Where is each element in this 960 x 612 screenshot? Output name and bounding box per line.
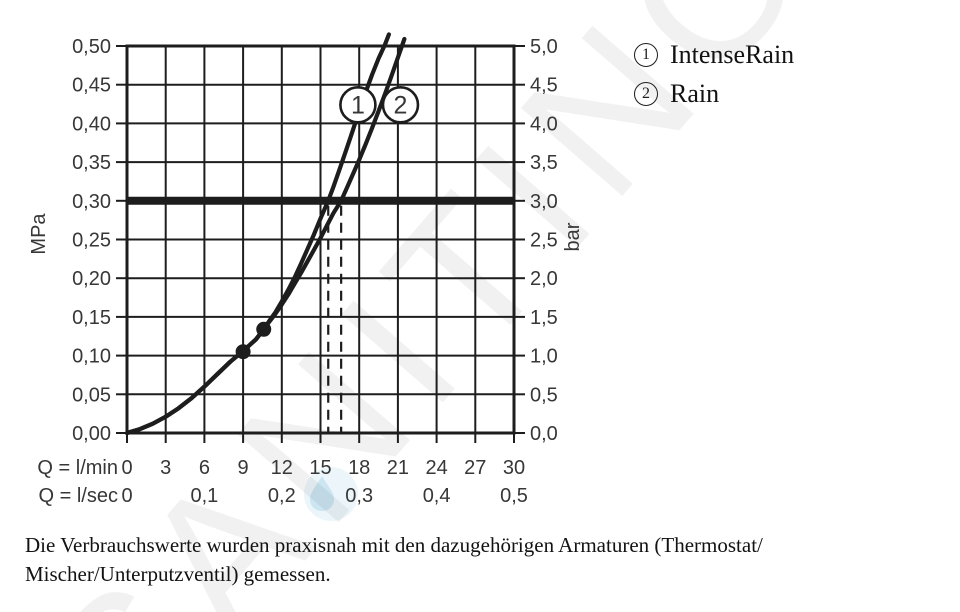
y-right-tick-label: 0,0 <box>530 423 558 445</box>
measured-point-dot <box>235 344 251 360</box>
y-right-axis-title: bar <box>562 222 584 251</box>
legend-label-rain: Rain <box>670 79 720 108</box>
x-tick-label-lmin: 30 <box>503 457 525 479</box>
x-axis-unit-lsec: Q = l/sec <box>39 485 118 507</box>
x-tick-label-lmin: 12 <box>271 457 293 479</box>
x-tick-label-lmin: 27 <box>464 457 486 479</box>
y-left-tick-label: 0,35 <box>72 152 111 174</box>
y-left-tick-label: 0,45 <box>72 75 111 97</box>
y-left-tick-label: 0,20 <box>72 268 111 290</box>
y-left-tick-label: 0,05 <box>72 384 111 406</box>
legend-label-intenserain: IntenseRain <box>670 40 795 69</box>
legend-item-rain: 2 Rain <box>634 81 794 107</box>
y-left-tick-label: 0,15 <box>72 307 111 329</box>
x-tick-label-lmin: 21 <box>387 457 409 479</box>
curve-rain <box>124 36 407 436</box>
legend-marker-2-icon: 2 <box>634 82 658 106</box>
x-tick-label-lsec: 0,4 <box>423 485 451 507</box>
y-right-tick-label: 4,5 <box>530 75 558 97</box>
y-left-tick-label: 0,50 <box>72 36 111 58</box>
x-tick-label-lmin: 18 <box>348 457 370 479</box>
y-right-tick-label: 0,5 <box>530 384 558 406</box>
x-tick-label-lmin: 24 <box>425 457 447 479</box>
x-tick-label-lmin: 0 <box>121 457 132 479</box>
y-right-tick-label: 1,5 <box>530 307 558 329</box>
y-right-tick-label: 2,0 <box>530 268 558 290</box>
caption-line-2: Mischer/Unterputzventil) gemessen. <box>25 562 331 586</box>
x-tick-label-lmin: 6 <box>199 457 210 479</box>
y-right-tick-label: 2,5 <box>530 230 558 252</box>
caption-line-1: Die Verbrauchswerte wurden praxisnah mit… <box>25 533 763 557</box>
x-tick-label-lsec: 0,2 <box>268 485 296 507</box>
x-tick-label-lsec: 0,5 <box>500 485 528 507</box>
curve-marker-number-1: 1 <box>351 91 365 119</box>
y-left-tick-label: 0,00 <box>72 423 111 445</box>
y-left-tick-label: 0,10 <box>72 346 111 368</box>
y-right-tick-label: 1,0 <box>530 346 558 368</box>
y-right-tick-label: 3,0 <box>530 191 558 213</box>
y-right-tick-label: 5,0 <box>530 36 558 58</box>
y-left-tick-label: 0,40 <box>72 113 111 135</box>
curve-marker-circle-2 <box>381 86 420 124</box>
y-left-axis-title: MPa <box>28 213 50 255</box>
legend-item-intenserain: 1 IntenseRain <box>634 42 794 68</box>
curve-marker-circle-1 <box>339 86 377 124</box>
x-tick-label-lsec: 0,3 <box>345 485 373 507</box>
x-tick-label-lmin: 9 <box>238 457 249 479</box>
x-tick-label-lsec: 0 <box>121 485 132 507</box>
y-left-tick-label: 0,25 <box>72 230 111 252</box>
curve-marker-number-2: 2 <box>394 91 408 119</box>
y-right-tick-label: 4,0 <box>530 113 558 135</box>
legend-marker-1-icon: 1 <box>634 43 658 67</box>
x-tick-label-lsec: 0,1 <box>190 485 218 507</box>
caption: Die Verbrauchswerte wurden praxisnah mit… <box>25 531 925 589</box>
x-axis-unit-lmin: Q = l/min <box>37 457 118 479</box>
y-left-tick-label: 0,30 <box>72 191 111 213</box>
y-right-tick-label: 3,5 <box>530 152 558 174</box>
legend: 1 IntenseRain 2 Rain <box>634 42 794 120</box>
x-tick-label-lmin: 15 <box>309 457 331 479</box>
x-tick-label-lmin: 3 <box>160 457 171 479</box>
measured-point-dot <box>256 321 272 337</box>
